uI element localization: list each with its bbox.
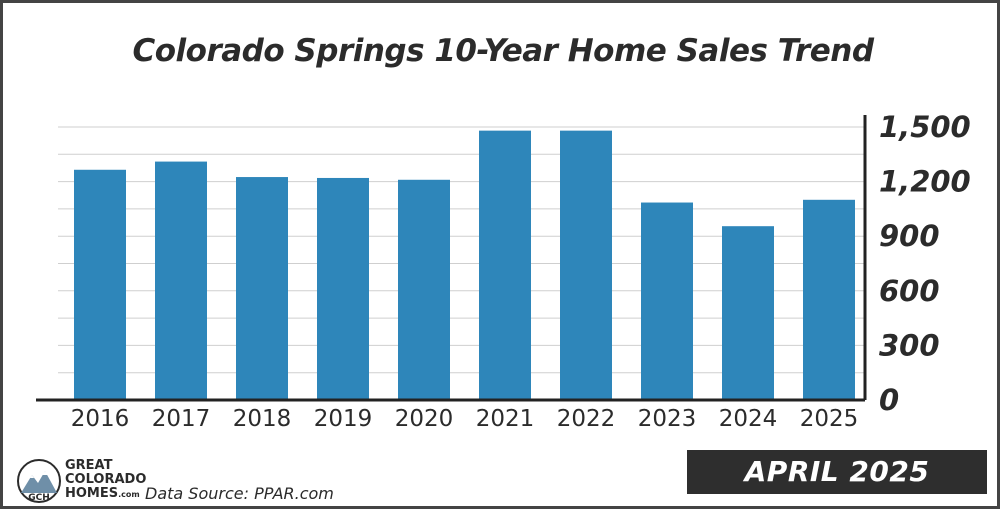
x-tick-2025: 2025 — [800, 406, 859, 432]
bars — [74, 130, 855, 400]
y-tick-900: 900 — [879, 219, 940, 253]
x-tick-2021: 2021 — [476, 406, 535, 432]
y-tick-300: 300 — [879, 328, 940, 362]
logo-line-3: HOMES — [65, 486, 119, 501]
bar-2022 — [560, 130, 612, 400]
bar-2019 — [317, 177, 369, 400]
x-tick-2019: 2019 — [314, 406, 373, 432]
x-tick-2016: 2016 — [71, 406, 130, 432]
date-badge: APRIL 2025 — [687, 450, 987, 494]
x-tick-2023: 2023 — [638, 406, 697, 432]
bar-2018 — [236, 177, 288, 400]
logo-suffix: .com — [118, 490, 140, 499]
bar-2025 — [803, 199, 855, 400]
y-tick-1500: 1,500 — [879, 110, 971, 144]
logo-mountain-icon: GCH — [17, 459, 61, 503]
logo-text: GREAT COLORADO HOMES.com — [65, 459, 146, 502]
bar-2024 — [722, 226, 774, 400]
bar-chart: 2016 2017 2018 2019 2020 2021 2022 2023 2024 2025… — [36, 110, 971, 432]
data-source: Data Source: PPAR.com — [145, 484, 334, 503]
logo-line-2: COLORADO — [65, 472, 147, 487]
logo-line-1: GREAT — [65, 458, 113, 473]
bar-2021 — [479, 130, 531, 400]
y-tick-0: 0 — [879, 383, 899, 417]
x-tick-2022: 2022 — [557, 406, 616, 432]
bar-2016 — [74, 169, 126, 400]
chart-title: Colorado Springs 10-Year Home Sales Tren… — [132, 33, 874, 69]
bar-2017 — [155, 161, 207, 400]
x-tick-2017: 2017 — [152, 406, 211, 432]
x-tick-2024: 2024 — [719, 406, 778, 432]
logo-badge-text: GCH — [28, 493, 50, 503]
x-tick-2020: 2020 — [395, 406, 454, 432]
x-tick-labels: 2016 2017 2018 2019 2020 2021 2022 2023 2024 2025 — [71, 406, 859, 432]
y-tick-1200: 1,200 — [879, 165, 971, 199]
x-tick-2018: 2018 — [233, 406, 292, 432]
bar-2023 — [641, 202, 693, 400]
y-tick-labels: 0 300 600 900 1,200 1,500 — [879, 110, 971, 417]
y-tick-600: 600 — [879, 274, 940, 308]
bar-2020 — [398, 179, 450, 400]
